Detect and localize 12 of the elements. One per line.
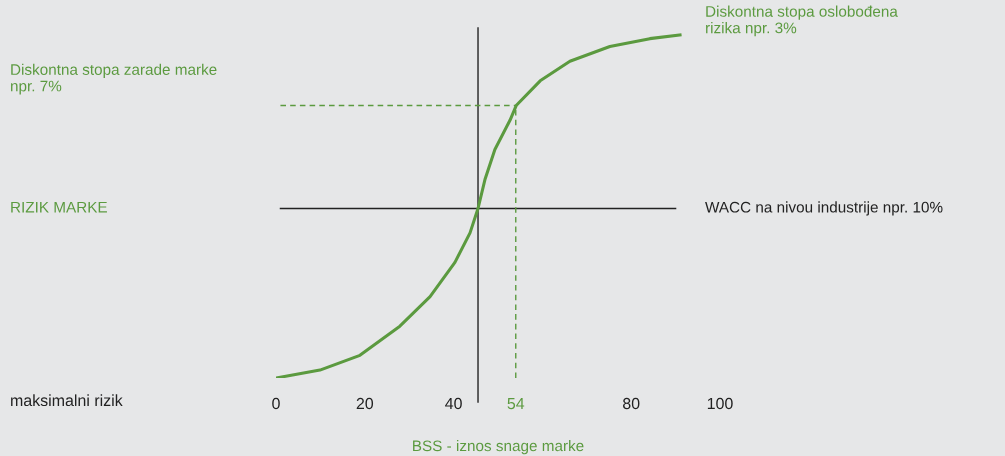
text: maksimalni rizik — [11, 394, 123, 407]
x-tick-label: 54 — [507, 398, 525, 410]
ref-line-label: Diskontna stopa zarade marke npr. 7% — [11, 63, 217, 95]
text: RIZIK MARKE — [11, 201, 107, 213]
x-tick-label: 100 — [707, 397, 733, 410]
x-tick-label: 20 — [356, 397, 374, 410]
x-tick-label: 40 — [445, 397, 462, 410]
annotation: Diskontna stopa oslobođena rizika npr. 3% — [706, 5, 898, 37]
x-tick-label: 0 — [272, 397, 280, 410]
ref-line-label: WACC na nivou industrije npr. 10% — [705, 201, 943, 216]
x-axis-title: BSS - iznos snage marke — [413, 440, 584, 455]
x-tick-label: 80 — [623, 397, 640, 410]
